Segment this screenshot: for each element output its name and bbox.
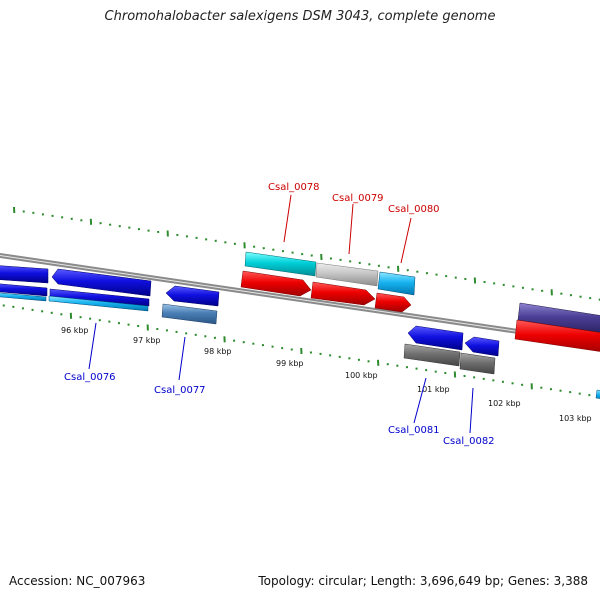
gene-arrow-forward: [240, 270, 312, 297]
leader-line: [469, 387, 474, 434]
leader-line: [400, 217, 412, 264]
accession-label: Accession: NC_007963: [9, 574, 146, 588]
scale-label: 103 kbp: [559, 414, 592, 423]
scale-label: 101 kbp: [417, 385, 450, 394]
scale-label: 98 kbp: [204, 347, 232, 356]
gene-arrow-forward: [315, 262, 379, 287]
map-title: Chromohalobacter salexigens DSM 3043, co…: [104, 9, 496, 24]
gene-arrow-reverse: [464, 336, 500, 357]
outer-tick-ring: [13, 206, 600, 301]
gene-arrow-reverse: [161, 303, 218, 325]
scale-label: 100 kbp: [345, 371, 378, 380]
gene-arrow-forward: [514, 319, 600, 352]
gene-label-csal-0077[interactable]: Csal_0077: [154, 385, 206, 396]
gene-arrow-forward: [374, 292, 412, 313]
leader-line: [283, 194, 292, 243]
leader-line: [413, 377, 427, 424]
scale-label: 99 kbp: [276, 359, 304, 368]
gene-arrow-reverse: [403, 343, 461, 367]
gene-arrow-reverse: [459, 352, 496, 375]
gene-arrow-reverse: [0, 283, 48, 297]
genome-stats-label: Topology: circular; Length: 3,696,649 bp…: [258, 574, 588, 588]
scale-label: 97 kbp: [133, 336, 161, 345]
scale-label: 96 kbp: [61, 326, 89, 335]
gene-label-csal-0078[interactable]: Csal_0078: [268, 182, 320, 193]
gene-arrow-forward: [244, 251, 317, 277]
gene-arrow-reverse: [165, 285, 220, 307]
gene-arrow-forward: [595, 389, 600, 399]
gene-arrow-forward: [517, 302, 600, 333]
genome-backbone-highlight: [0, 254, 600, 345]
gene-label-csal-0076[interactable]: Csal_0076: [64, 372, 116, 383]
leader-line: [88, 322, 97, 370]
gene-arrow-reverse: [51, 268, 152, 297]
inner-tick-ring: [2, 304, 600, 398]
gene-label-csal-0081[interactable]: Csal_0081: [388, 425, 440, 436]
leader-line: [178, 336, 186, 381]
gene-arrow-reverse: [0, 292, 47, 302]
gene-arrow-forward: [310, 281, 376, 306]
scale-label: 102 kbp: [488, 399, 521, 408]
gene-arrow-reverse: [407, 325, 464, 351]
gene-label-csal-0082[interactable]: Csal_0082: [443, 436, 495, 447]
gene-label-csal-0079[interactable]: Csal_0079: [332, 193, 384, 204]
gene-label-csal-0080[interactable]: Csal_0080: [388, 204, 440, 215]
gene-arrow-reverse: [49, 288, 150, 307]
gene-arrow-reverse: [0, 265, 49, 284]
gene-arrow-forward: [377, 271, 416, 296]
gene-arrow-reverse: [48, 295, 149, 312]
leader-line: [348, 203, 354, 255]
